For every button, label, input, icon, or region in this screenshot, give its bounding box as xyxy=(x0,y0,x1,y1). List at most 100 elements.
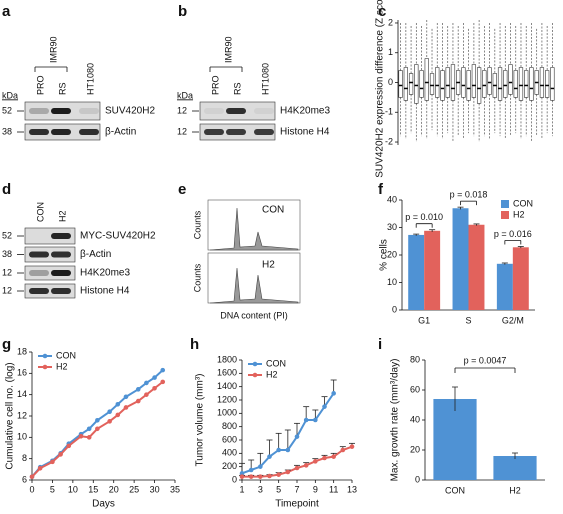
legend-swatch xyxy=(42,364,48,370)
point xyxy=(322,404,327,409)
panel-label: b xyxy=(178,3,187,20)
band xyxy=(51,251,71,258)
bar xyxy=(408,234,425,310)
panel-label: f xyxy=(378,181,384,198)
x-tick-label: 11 xyxy=(329,484,338,494)
point xyxy=(152,385,157,391)
lane-label: RS xyxy=(57,82,67,95)
y-tick-label: 14 xyxy=(17,389,27,399)
point xyxy=(276,447,281,453)
point xyxy=(95,426,100,432)
y-tick-label: 0 xyxy=(392,304,397,314)
band-label: H4K20me3 xyxy=(80,268,130,279)
axis-label: Timepoint xyxy=(275,499,319,510)
band xyxy=(29,251,49,258)
point xyxy=(313,459,318,464)
box xyxy=(476,67,482,104)
box xyxy=(440,70,445,101)
box xyxy=(482,70,487,98)
y-tick-label: 400 xyxy=(222,448,237,458)
panel-label: h xyxy=(190,336,199,353)
legend-swatch xyxy=(501,200,509,208)
point xyxy=(340,447,346,453)
marker-label: 12 xyxy=(2,285,12,295)
x-tick-label: H2 xyxy=(509,485,521,495)
axis-label: % cells xyxy=(379,239,390,271)
point xyxy=(123,405,129,410)
point xyxy=(29,474,35,480)
y-tick-label: 1000 xyxy=(217,408,237,418)
axis-label: Counts xyxy=(192,210,202,239)
x-tick-label: 13 xyxy=(347,484,357,494)
band-label: Histone H4 xyxy=(280,127,330,138)
point xyxy=(95,417,100,423)
legend-swatch xyxy=(42,353,48,359)
marker-label: 52 xyxy=(2,105,12,115)
x-tick-label: 10 xyxy=(68,484,78,494)
y-tick-label: 18 xyxy=(17,346,27,356)
band xyxy=(51,233,71,239)
box xyxy=(550,67,555,101)
legend-swatch xyxy=(252,361,258,367)
point xyxy=(294,465,300,471)
band xyxy=(29,270,49,276)
x-tick-label: 0 xyxy=(29,484,34,494)
point xyxy=(107,409,112,415)
legend-swatch xyxy=(501,211,509,219)
point xyxy=(78,433,84,439)
band xyxy=(51,129,71,135)
histogram xyxy=(209,267,299,304)
point xyxy=(115,412,121,418)
band xyxy=(226,108,246,114)
box xyxy=(545,70,550,98)
box xyxy=(508,64,513,95)
x-tick-label: S xyxy=(465,315,471,325)
y-tick-label: 12 xyxy=(17,410,27,420)
y-tick-label: 80 xyxy=(410,354,420,364)
point xyxy=(303,463,309,468)
y-tick-label: 2 xyxy=(388,17,393,27)
x-tick-label: 3 xyxy=(258,484,263,494)
band xyxy=(204,129,224,135)
x-tick-label: 9 xyxy=(313,484,318,494)
y-tick-label: 40 xyxy=(387,194,397,204)
point xyxy=(37,465,43,471)
lane-label: HT1080 xyxy=(260,63,270,95)
box xyxy=(461,67,466,98)
lane-label: CON xyxy=(35,202,45,222)
bar xyxy=(424,230,441,310)
axis-label: Tumor volume (mm³) xyxy=(195,374,206,467)
annotation: p = 0.018 xyxy=(450,190,488,200)
box xyxy=(487,67,492,95)
x-tick-label: G2/M xyxy=(502,315,524,325)
band-label: β-Actin xyxy=(105,127,136,138)
box xyxy=(398,70,403,98)
y-tick-label: 6 xyxy=(22,474,27,484)
point xyxy=(239,474,245,479)
x-tick-label: 35 xyxy=(170,484,180,494)
band-label: β-Actin xyxy=(80,249,111,260)
x-tick-label: 5 xyxy=(50,484,55,494)
band xyxy=(29,129,49,135)
legend-swatch xyxy=(252,372,258,378)
band-label: MYC-SUV420H2 xyxy=(80,231,156,242)
marker-label: 12 xyxy=(2,267,12,277)
band xyxy=(51,270,71,276)
legend-label: H2 xyxy=(56,361,68,371)
y-tick-label: 10 xyxy=(387,277,397,287)
legend-label: H2 xyxy=(266,369,278,379)
point xyxy=(123,394,129,400)
point xyxy=(58,452,63,457)
point xyxy=(303,417,309,423)
y-tick-label: 16 xyxy=(17,368,27,378)
point xyxy=(86,435,92,440)
y-tick-label: 1600 xyxy=(217,368,237,378)
point xyxy=(160,379,166,385)
bar xyxy=(512,247,529,310)
point xyxy=(331,391,336,396)
point xyxy=(349,444,355,449)
histogram xyxy=(209,207,299,251)
bar xyxy=(452,208,469,310)
box xyxy=(539,67,545,98)
